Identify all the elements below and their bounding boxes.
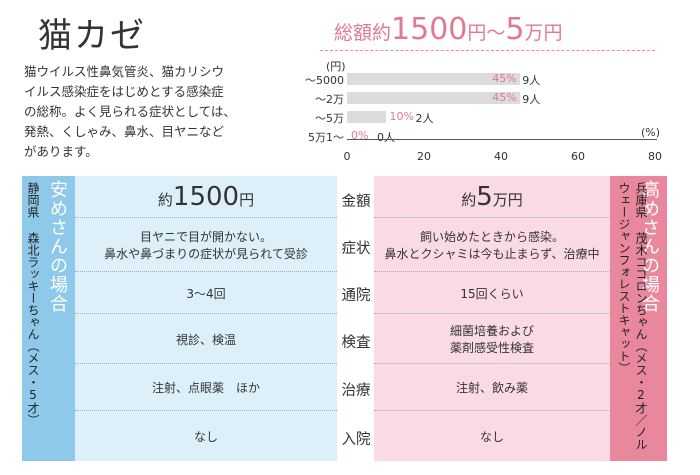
- left-case-header: 安めさんの場合 静岡県 森北ラッキーちゃん（メス・5才）: [22, 176, 75, 461]
- row-divider: [374, 313, 610, 314]
- category-label: 5万1〜: [308, 131, 344, 144]
- left-amount-value: 1500: [172, 182, 240, 212]
- x-tick-label: 0: [343, 150, 351, 163]
- intro-text: 猫ウイルス性鼻気管炎、猫カリシウ イルス感染症をはじめとする感染症 の総称。よく…: [24, 62, 264, 162]
- intro-line: 発熱、くしゃみ、鼻水、目ヤニなど: [24, 124, 225, 139]
- row-divider: [75, 363, 337, 364]
- cell-line: 注射、点眼薬 ほか: [151, 381, 260, 395]
- left-case-location: 静岡県 森北ラッキーちゃん（メス・5才）: [26, 182, 40, 426]
- cell-line: 3～4回: [186, 287, 226, 301]
- cell-line: 15回くらい: [460, 287, 524, 301]
- cost-mid: 円〜: [467, 22, 506, 44]
- right-visits: 15回くらい: [374, 286, 610, 303]
- cell-line: 薬剤感受性検査: [449, 341, 534, 355]
- y-unit-label: (円): [326, 60, 346, 73]
- row-divider: [75, 217, 337, 218]
- bar: [347, 73, 521, 85]
- row-divider: [374, 217, 610, 218]
- page-title: 猫カゼ: [38, 16, 146, 56]
- intro-line: の総称。よく見られる症状としては、: [24, 104, 236, 119]
- x-tick-label: 60: [571, 150, 585, 163]
- right-amount-value: 5: [476, 182, 493, 212]
- right-amount-unit: 万円: [492, 191, 523, 209]
- row-label-symptoms: 症状: [341, 241, 371, 257]
- row-divider: [75, 410, 337, 411]
- cell-line: 飼い始めたときから感染。: [419, 230, 564, 244]
- dashed-divider: [320, 50, 655, 51]
- bar: [347, 92, 521, 104]
- row-label-amount: 金額: [341, 194, 371, 210]
- cell-line: 注射、飲み薬: [455, 381, 528, 395]
- intro-line: イルス感染症をはじめとする感染症: [24, 84, 224, 99]
- right-amount: 約5万円: [374, 182, 610, 212]
- intro-line: 猫ウイルス性鼻気管炎、猫カリシウ: [24, 64, 225, 79]
- bar-count-label: 0人: [377, 131, 395, 144]
- left-amount-unit: 円: [239, 191, 255, 209]
- right-case-name: 高めさんの場合: [639, 180, 660, 313]
- left-hospitalization: なし: [75, 429, 337, 446]
- cell-line: なし: [479, 430, 504, 444]
- left-visits: 3～4回: [75, 286, 337, 303]
- intro-line: があります。: [24, 144, 98, 159]
- left-case-column: [75, 176, 337, 461]
- cell-line: なし: [193, 430, 218, 444]
- cell-line: 細菌培養および: [449, 324, 534, 338]
- bar: [347, 111, 386, 123]
- row-label-visits: 通院: [341, 288, 371, 304]
- x-tick-label: 80: [648, 150, 662, 163]
- row-divider: [75, 271, 337, 272]
- bar-value-label: 10%: [389, 110, 414, 123]
- row-label-treatment: 治療: [341, 383, 371, 399]
- bar-count-label: 9人: [522, 93, 541, 106]
- left-amount: 約1500円: [75, 182, 337, 212]
- cost-distribution-chart: (円) (%) 〜5000 〜2万 〜5万 5万1〜 45% 45% 10% 0…: [0, 0, 700, 170]
- cell-line: 鼻水や鼻づまりの症状が見られて受診: [104, 247, 308, 261]
- bar-count-label: 2人: [415, 112, 434, 125]
- total-cost-text: 総額約1500円〜5万円: [334, 12, 563, 47]
- x-tick-label: 20: [417, 150, 431, 163]
- right-hospitalization: なし: [374, 429, 610, 446]
- cell-line: 目ヤニで目が開かない。: [139, 230, 272, 244]
- row-divider: [75, 313, 337, 314]
- left-amount-prefix: 約: [157, 191, 173, 209]
- category-label: 〜5万: [315, 112, 344, 125]
- row-divider: [374, 363, 610, 364]
- row-divider: [374, 271, 610, 272]
- bar-value-label: 0%: [351, 129, 369, 142]
- x-axis: [347, 139, 657, 140]
- cell-line: 鼻水とクシャミは今も止まらず、治療中: [384, 247, 600, 261]
- right-symptoms: 飼い始めたときから感染。 鼻水とクシャミは今も止まらず、治療中: [374, 229, 610, 263]
- bar-value-label: 45%: [492, 72, 517, 85]
- right-tests: 細菌培養および 薬剤感受性検査: [374, 323, 610, 357]
- row-label-hospitalization: 入院: [341, 432, 371, 448]
- category-label: 〜5000: [305, 74, 344, 87]
- left-symptoms: 目ヤニで目が開かない。 鼻水や鼻づまりの症状が見られて受診: [75, 229, 337, 263]
- category-label: 〜2万: [315, 93, 344, 106]
- cost-suffix: 万円: [524, 22, 563, 44]
- right-treatment: 注射、飲み薬: [374, 380, 610, 397]
- cost-prefix: 総額約: [334, 22, 392, 44]
- right-case-column: [374, 176, 610, 461]
- row-divider: [374, 410, 610, 411]
- right-amount-prefix: 約: [461, 191, 477, 209]
- left-case-name: 安めさんの場合: [47, 180, 68, 313]
- bar-value-label: 45%: [492, 91, 517, 104]
- right-case-header: 高めさんの場合 兵庫県 茂木ココロンちゃん（メス・2才／ノルウェージャンフォレス…: [610, 176, 667, 461]
- comparison-table: 安めさんの場合 静岡県 森北ラッキーちゃん（メス・5才） 高めさんの場合 兵庫県…: [22, 176, 677, 466]
- row-label-tests: 検査: [341, 335, 371, 351]
- bar-count-label: 9人: [522, 74, 541, 87]
- cell-line: 視診、検温: [175, 333, 236, 347]
- left-treatment: 注射、点眼薬 ほか: [75, 380, 337, 397]
- right-case-location: 兵庫県 茂木ココロンちゃん（メス・2才／ノルウェージャンフォレストキャット）: [617, 182, 648, 450]
- cost-amount-2: 5: [505, 12, 525, 47]
- x-unit-label: (%): [641, 126, 661, 139]
- left-tests: 視診、検温: [75, 332, 337, 349]
- total-cost-header: 総額約1500円〜5万円: [320, 10, 655, 51]
- x-tick-label: 40: [494, 150, 508, 163]
- cost-amount-1: 1500: [391, 12, 468, 47]
